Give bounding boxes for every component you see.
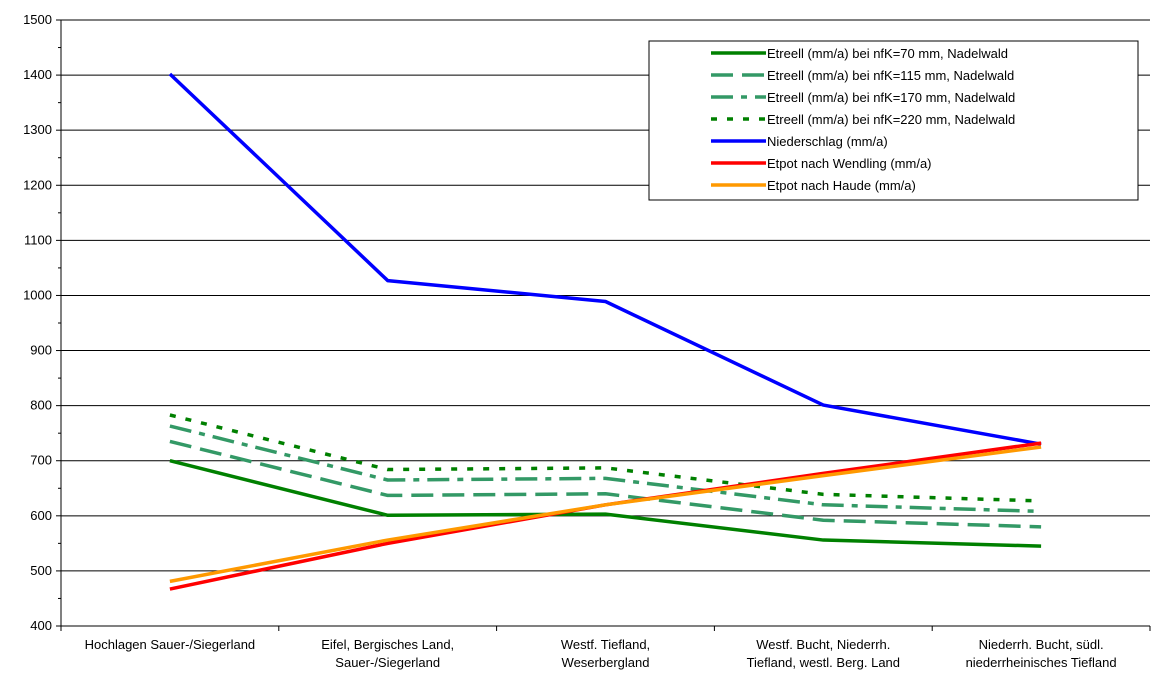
series-line xyxy=(169,424,1042,514)
series-line xyxy=(169,413,1042,503)
y-tick-label: 600 xyxy=(30,508,52,523)
y-tick-label: 500 xyxy=(30,563,52,578)
y-tick-label: 800 xyxy=(30,398,52,413)
legend-label: Etreell (mm/a) bei nfK=70 mm, Nadelwald xyxy=(767,46,1008,61)
x-tick-label: Eifel, Bergisches Land, xyxy=(321,637,454,652)
series-line xyxy=(169,459,1042,548)
y-tick-label: 900 xyxy=(30,343,52,358)
x-tick-label: niederrheinisches Tiefland xyxy=(966,655,1117,670)
y-tick-label: 1400 xyxy=(23,67,52,82)
x-tick-label: Hochlagen Sauer-/Siegerland xyxy=(85,637,256,652)
series-line xyxy=(169,439,1042,529)
x-tick-label: Tiefland, westl. Berg. Land xyxy=(747,655,900,670)
series-lines xyxy=(168,72,1042,591)
x-tick-label: Weserbergland xyxy=(562,655,650,670)
legend-label: Etreell (mm/a) bei nfK=115 mm, Nadelwald xyxy=(767,68,1014,83)
x-tick-label: Niederrh. Bucht, südl. xyxy=(979,637,1104,652)
legend-label: Niederschlag (mm/a) xyxy=(767,134,888,149)
series-line xyxy=(168,72,1042,446)
y-tick-label: 1200 xyxy=(23,177,52,192)
y-tick-label: 400 xyxy=(30,618,52,633)
legend-label: Etreell (mm/a) bei nfK=220 mm, Nadelwald xyxy=(767,112,1015,127)
x-tick-label: Westf. Tiefland, xyxy=(561,637,650,652)
y-tick-label: 1100 xyxy=(24,232,52,247)
x-tick-label: Sauer-/Siegerland xyxy=(335,655,440,670)
series-line xyxy=(169,445,1042,584)
y-tick-label: 1500 xyxy=(23,12,52,27)
legend-label: Etreell (mm/a) bei nfK=170 mm, Nadelwald xyxy=(767,90,1015,105)
legend-label: Etpot nach Wendling (mm/a) xyxy=(767,156,932,171)
y-tick-label: 700 xyxy=(30,453,52,468)
legend-label: Etpot nach Haude (mm/a) xyxy=(767,178,916,193)
axes: 400 500 600 700 800 900 1000 1100 1200 1300 1400 15… xyxy=(23,12,1151,670)
y-tick-label: 1300 xyxy=(23,122,52,137)
x-tick-label: Westf. Bucht, Niederrh. xyxy=(756,637,890,652)
legend: Etreell (mm/a) bei nfK=70 mm, Nadelwald E… xyxy=(648,40,1139,201)
y-tick-label: 1000 xyxy=(23,287,52,302)
